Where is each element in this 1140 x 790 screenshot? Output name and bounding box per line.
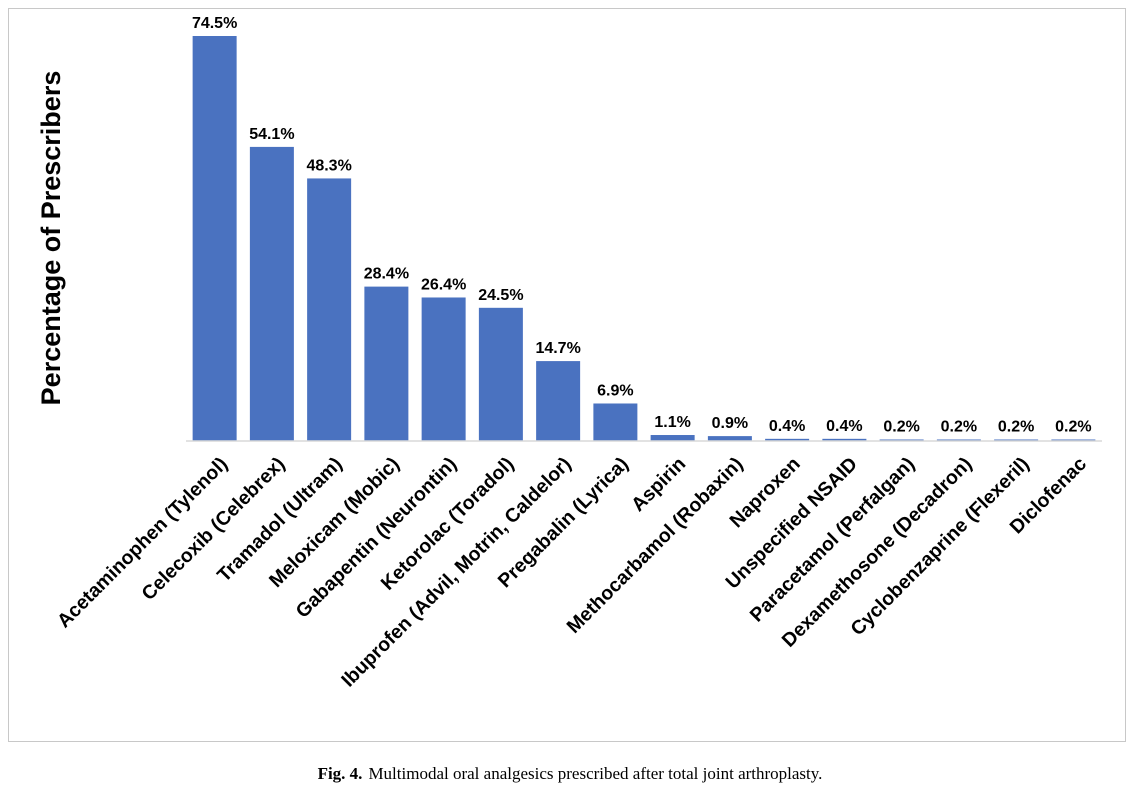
- bars-layer: [192, 36, 1096, 441]
- bar: [364, 286, 409, 441]
- data-label: 48.3%: [306, 157, 351, 174]
- y-axis-label: Percentage of Prescribers: [36, 71, 66, 406]
- data-label: 74.5%: [192, 15, 237, 32]
- data-label: 14.7%: [535, 340, 580, 357]
- bar: [593, 403, 638, 441]
- data-label: 0.2%: [883, 419, 919, 436]
- bar: [249, 146, 294, 441]
- data-label: 0.2%: [941, 419, 977, 436]
- data-label: 0.9%: [712, 415, 748, 432]
- figure-caption: Fig. 4. Multimodal oral analgesics prescr…: [0, 764, 1140, 784]
- data-label: 28.4%: [364, 266, 409, 283]
- data-label: 54.1%: [249, 126, 294, 143]
- data-label: 24.5%: [478, 287, 523, 304]
- data-label: 1.1%: [654, 414, 690, 431]
- data-labels-layer: 74.5% 54.1% 48.3% 28.4% 26.4% 24.5% 14.7% 6.9% 1…: [192, 15, 1092, 436]
- data-label: 0.2%: [998, 419, 1034, 436]
- x-tick-labels-layer: Acetaminophen (Tylenol)Celecoxib (Celebr…: [53, 453, 1091, 692]
- data-label: 0.2%: [1055, 419, 1091, 436]
- bar: [650, 435, 695, 441]
- data-label: 0.4%: [769, 418, 805, 435]
- bar: [307, 178, 352, 441]
- caption-label: Fig. 4.: [317, 764, 363, 783]
- bar: [536, 361, 581, 441]
- bar: [822, 438, 867, 441]
- data-label: 0.4%: [826, 418, 862, 435]
- bar: [192, 36, 237, 441]
- data-label: 26.4%: [421, 276, 466, 293]
- caption-text: Multimodal oral analgesics prescribed af…: [368, 764, 823, 783]
- bar: [421, 297, 466, 441]
- bar: [478, 307, 523, 441]
- data-label: 6.9%: [597, 382, 633, 399]
- bar: [707, 436, 752, 441]
- bar-chart: Percentage of Prescribers 74.5% 54.1% 48.3…: [36, 15, 1102, 692]
- bar: [765, 438, 810, 441]
